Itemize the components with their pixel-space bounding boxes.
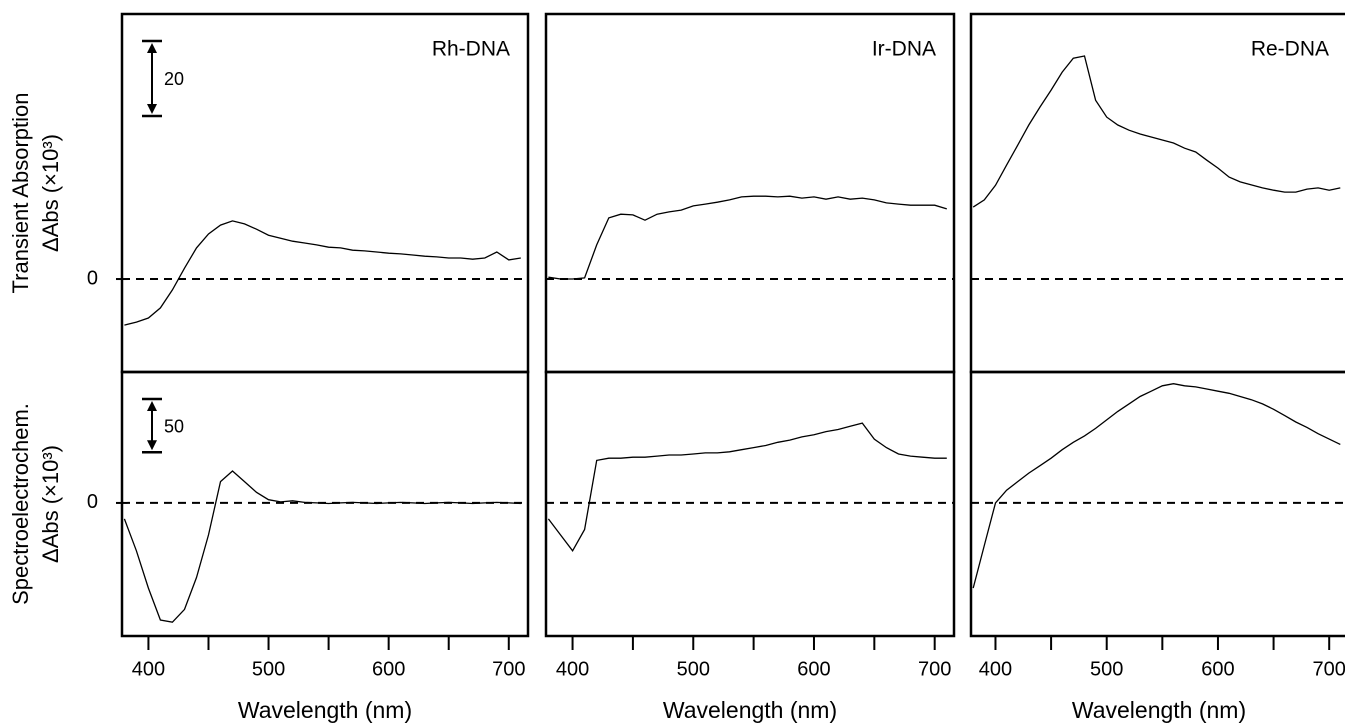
x-tick-label: 700 bbox=[492, 658, 525, 680]
panel-frame bbox=[120, 370, 530, 638]
data-line bbox=[972, 383, 1341, 589]
x-tick-label: 600 bbox=[797, 658, 830, 680]
x-tick-label: 600 bbox=[1201, 658, 1234, 680]
panel-frame bbox=[969, 12, 1345, 374]
y-tick-label: 0 bbox=[87, 267, 98, 289]
y-axis-label: ΔAbs (×10³) bbox=[38, 134, 63, 252]
x-tick-label: 600 bbox=[372, 658, 405, 680]
data-line bbox=[123, 470, 521, 623]
panel-frame bbox=[544, 370, 956, 638]
scale-bar-label: 50 bbox=[164, 416, 184, 436]
data-line bbox=[547, 422, 947, 552]
panel-frame bbox=[120, 12, 530, 374]
x-tick-label: 700 bbox=[918, 658, 951, 680]
y-axis-label: ΔAbs (×10³) bbox=[38, 445, 63, 563]
x-tick-label: 500 bbox=[252, 658, 285, 680]
x-tick-label: 700 bbox=[1313, 658, 1345, 680]
panel-title: Ir-DNA bbox=[872, 38, 936, 61]
x-tick-label: 400 bbox=[979, 658, 1012, 680]
scale-bar-arrows bbox=[147, 401, 157, 451]
x-tick-label: 400 bbox=[556, 658, 589, 680]
x-axis-label: Wavelength (nm) bbox=[238, 697, 412, 723]
y-axis-label: Spectroelectrochem. bbox=[8, 403, 33, 605]
y-tick-label: 0 bbox=[87, 491, 98, 513]
x-tick-label: 500 bbox=[1090, 658, 1123, 680]
panel-frame bbox=[969, 370, 1345, 638]
y-axis-label: Transient Absorption bbox=[8, 93, 33, 294]
panel-title: Re-DNA bbox=[1251, 38, 1329, 61]
x-tick-label: 500 bbox=[677, 658, 710, 680]
data-line bbox=[548, 195, 947, 280]
data-line bbox=[972, 55, 1341, 208]
panel-frame bbox=[544, 12, 956, 374]
x-axis-label: Wavelength (nm) bbox=[663, 697, 837, 723]
x-tick-label: 400 bbox=[132, 658, 165, 680]
panel-title: Rh-DNA bbox=[432, 38, 510, 61]
data-line bbox=[124, 220, 521, 326]
scale-bar-label: 20 bbox=[164, 69, 184, 89]
x-axis-label: Wavelength (nm) bbox=[1072, 697, 1246, 723]
